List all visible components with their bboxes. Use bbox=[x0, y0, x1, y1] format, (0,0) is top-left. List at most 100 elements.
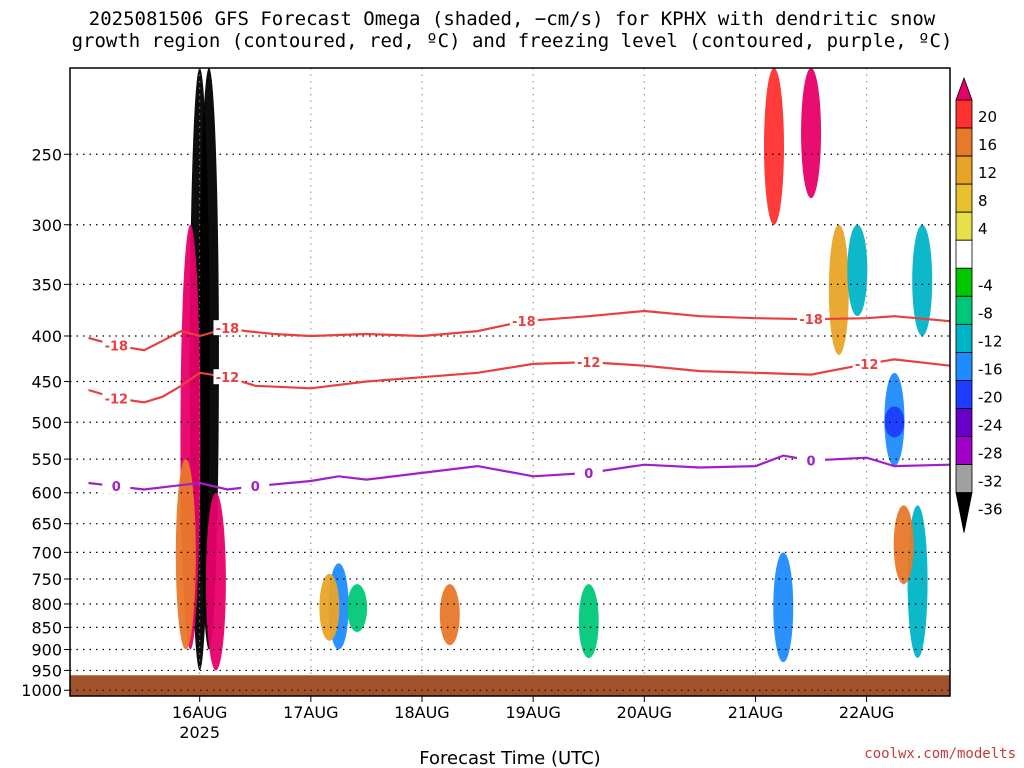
colorbar-swatch-3 bbox=[955, 155, 973, 185]
colorbar-label-0: 20 bbox=[978, 108, 997, 126]
omega-cell-17 bbox=[828, 224, 849, 355]
y-tick-label-500: 500 bbox=[31, 413, 62, 432]
x-tick-label-16aug: 16AUG bbox=[172, 703, 227, 722]
omega-cell-8 bbox=[439, 584, 460, 646]
x-tick-label-20aug: 20AUG bbox=[617, 703, 672, 722]
y-tick-label-1000: 1000 bbox=[21, 681, 62, 700]
x-axis: 16AUG 17AUG 18AUG 19AUG 20AUG 21AUG 22AUG 2025 bbox=[172, 696, 894, 742]
colorbar-label-5: -4 bbox=[978, 276, 993, 294]
y-tick-label-250: 250 bbox=[31, 145, 62, 164]
contour-label-2-3: 0 bbox=[807, 455, 816, 470]
omega-cell-9 bbox=[578, 584, 599, 659]
contour-label-bg bbox=[213, 320, 242, 336]
omega-cell-6 bbox=[319, 573, 340, 641]
colorbar-label-13: -36 bbox=[978, 501, 1003, 519]
colorbar-swatch-2 bbox=[955, 127, 973, 157]
y-tick-label-450: 450 bbox=[31, 373, 62, 392]
colorbar-label-7: -12 bbox=[978, 332, 1003, 350]
colorbar-swatch-14 bbox=[955, 464, 973, 494]
x-tick-label-18aug: 18AUG bbox=[394, 703, 449, 722]
colorbar-swatch-6 bbox=[955, 239, 973, 269]
colorbar-swatch-8 bbox=[955, 295, 973, 325]
contour-label-bg bbox=[509, 313, 538, 329]
contour-label-bg bbox=[213, 369, 242, 385]
y-tick-label-550: 550 bbox=[31, 450, 62, 469]
y-tick-label-400: 400 bbox=[31, 327, 62, 346]
omega-cell-12 bbox=[801, 68, 822, 199]
y-tick-label-300: 300 bbox=[31, 216, 62, 235]
ground-layer bbox=[70, 675, 950, 696]
x-tick-label-21aug: 21AUG bbox=[728, 703, 783, 722]
omega-cell-19 bbox=[912, 224, 933, 336]
x-tick-label-22aug: 22AUG bbox=[839, 703, 894, 722]
chart-title: 2025081506 GFS Forecast Omega (shaded, −… bbox=[0, 8, 1024, 52]
colorbar-swatch-9 bbox=[955, 323, 973, 353]
omega-cell-7 bbox=[347, 584, 368, 632]
title-line-2: growth region (contoured, red, ºC) and f… bbox=[71, 30, 953, 52]
y-tick-label-900: 900 bbox=[31, 641, 62, 660]
colorbar-top-arrow bbox=[955, 76, 973, 101]
contour-line-0 bbox=[88, 309, 950, 352]
y-tick-label-800: 800 bbox=[31, 595, 62, 614]
y-tick-label-950: 950 bbox=[31, 661, 62, 680]
grid-lines bbox=[70, 68, 950, 696]
title-line-1: 2025081506 GFS Forecast Omega (shaded, −… bbox=[88, 8, 936, 30]
colorbar-label-4: 4 bbox=[978, 220, 988, 238]
colorbar-label-8: -16 bbox=[978, 360, 1003, 378]
colorbar-bottom-arrow bbox=[955, 492, 973, 533]
y-tick-label-700: 700 bbox=[31, 543, 62, 562]
contour-label-0-2: -18 bbox=[512, 315, 536, 330]
colorbar-swatch-1 bbox=[955, 99, 973, 129]
contour-label-0-1: -18 bbox=[216, 322, 240, 337]
colorbar-label-3: 8 bbox=[978, 192, 988, 210]
omega-cell-14 bbox=[884, 406, 905, 438]
colorbar-label-10: -24 bbox=[978, 416, 1003, 434]
colorbar-label-12: -32 bbox=[978, 473, 1003, 491]
y-tick-label-850: 850 bbox=[31, 618, 62, 637]
contour-label-0-0: -18 bbox=[105, 340, 129, 355]
contour-label-bg bbox=[852, 355, 881, 371]
colorbar-swatch-5 bbox=[955, 211, 973, 241]
contour-label-bg bbox=[102, 478, 131, 494]
omega-cell-10 bbox=[773, 552, 794, 663]
omega-cell-4 bbox=[175, 459, 196, 650]
x-tick-label-19aug: 19AUG bbox=[505, 703, 560, 722]
omega-cell-11 bbox=[764, 68, 784, 225]
contour-layer: -18 -18 -18 -18 -12 -12 -12 -12 0 0 0 0 bbox=[88, 309, 950, 495]
x-year-label: 2025 bbox=[179, 723, 220, 742]
omega-shading bbox=[175, 68, 933, 671]
contour-label-bg bbox=[241, 478, 270, 494]
colorbar-swatch-7 bbox=[955, 267, 973, 297]
colorbar-swatch-10 bbox=[955, 351, 973, 381]
colorbar-label-6: -8 bbox=[978, 304, 993, 322]
y-tick-label-600: 600 bbox=[31, 484, 62, 503]
colorbar: 20 16 12 8 4 -4 -8 -12 -16 -20 -24 -28 -32 -36 bbox=[955, 76, 1003, 533]
x-tick-label-17aug: 17AUG bbox=[283, 703, 338, 722]
colorbar-swatch-12 bbox=[955, 408, 973, 437]
contour-label-bg bbox=[574, 354, 603, 370]
contour-label-1-2: -12 bbox=[577, 356, 601, 371]
contour-label-2-0: 0 bbox=[112, 480, 121, 495]
contour-label-bg bbox=[102, 337, 131, 353]
colorbar-swatch-11 bbox=[955, 380, 973, 409]
contour-label-bg bbox=[102, 390, 131, 406]
contour-label-0-3: -18 bbox=[799, 313, 823, 328]
credit-text: coolwx.com/modelts bbox=[864, 746, 1016, 762]
contour-label-2-1: 0 bbox=[251, 480, 260, 495]
colorbar-swatch-13 bbox=[955, 436, 973, 465]
contour-label-1-0: -12 bbox=[105, 392, 129, 407]
colorbar-label-9: -20 bbox=[978, 388, 1003, 406]
colorbar-swatch-4 bbox=[955, 183, 973, 213]
contour-label-bg bbox=[574, 464, 603, 480]
contour-label-1-1: -12 bbox=[216, 371, 240, 386]
y-tick-label-650: 650 bbox=[31, 515, 62, 534]
omega-cell-3 bbox=[205, 492, 226, 671]
contour-label-bg bbox=[797, 452, 826, 468]
colorbar-label-11: -28 bbox=[978, 445, 1003, 463]
y-tick-label-750: 750 bbox=[31, 570, 62, 589]
ground-fill bbox=[70, 675, 950, 696]
colorbar-label-2: 12 bbox=[978, 164, 997, 182]
colorbar-label-1: 16 bbox=[978, 136, 997, 154]
y-tick-label-350: 350 bbox=[31, 275, 62, 294]
